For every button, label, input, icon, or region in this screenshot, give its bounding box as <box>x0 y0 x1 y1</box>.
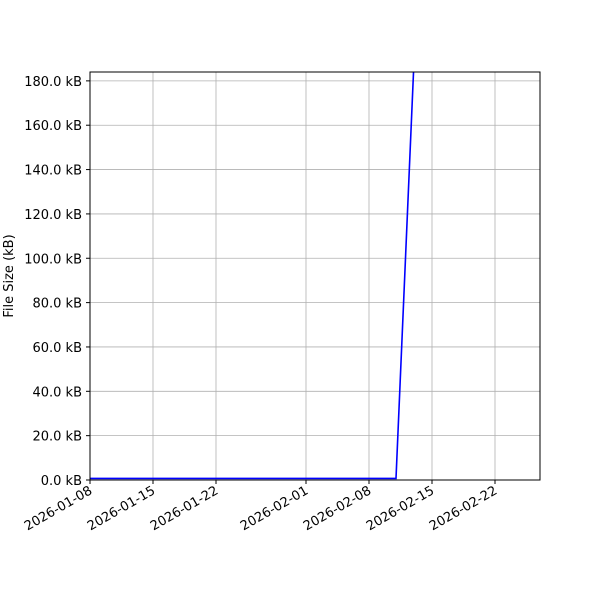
y-tick-label: 120.0 kB <box>24 208 82 223</box>
y-tick-label: 140.0 kB <box>24 164 82 179</box>
x-tick-label: 2026-01-22 <box>148 483 221 534</box>
plot-frame <box>89 71 541 481</box>
x-tick-label: 2026-01-08 <box>22 483 95 534</box>
x-tick-label: 2026-02-15 <box>364 483 437 534</box>
y-tick-label: 100.0 kB <box>24 252 82 267</box>
y-axis: 0.0 kB 20.0 kB 40.0 kB 60.0 kB 80.0 kB 100.0 … <box>24 75 90 489</box>
y-tick-label: 0.0 kB <box>41 474 82 489</box>
series <box>90 72 415 480</box>
y-tick-label: 40.0 kB <box>32 385 82 400</box>
y-tick-label: 60.0 kB <box>32 341 82 356</box>
x-tick-label: 2026-02-08 <box>301 483 374 534</box>
grid <box>89 72 540 481</box>
y-axis-label: File Size (kB) <box>2 234 17 317</box>
y-tick-label: 20.0 kB <box>32 430 82 445</box>
y-tick-label: 180.0 kB <box>24 75 82 90</box>
x-tick-label: 2026-02-22 <box>427 483 500 534</box>
y-tick-label: 160.0 kB <box>24 119 82 134</box>
y-tick-label: 80.0 kB <box>32 297 82 312</box>
series-line <box>90 72 415 480</box>
x-tick-label: 2026-02-01 <box>238 483 311 534</box>
x-tick-label: 2026-01-15 <box>85 483 158 534</box>
